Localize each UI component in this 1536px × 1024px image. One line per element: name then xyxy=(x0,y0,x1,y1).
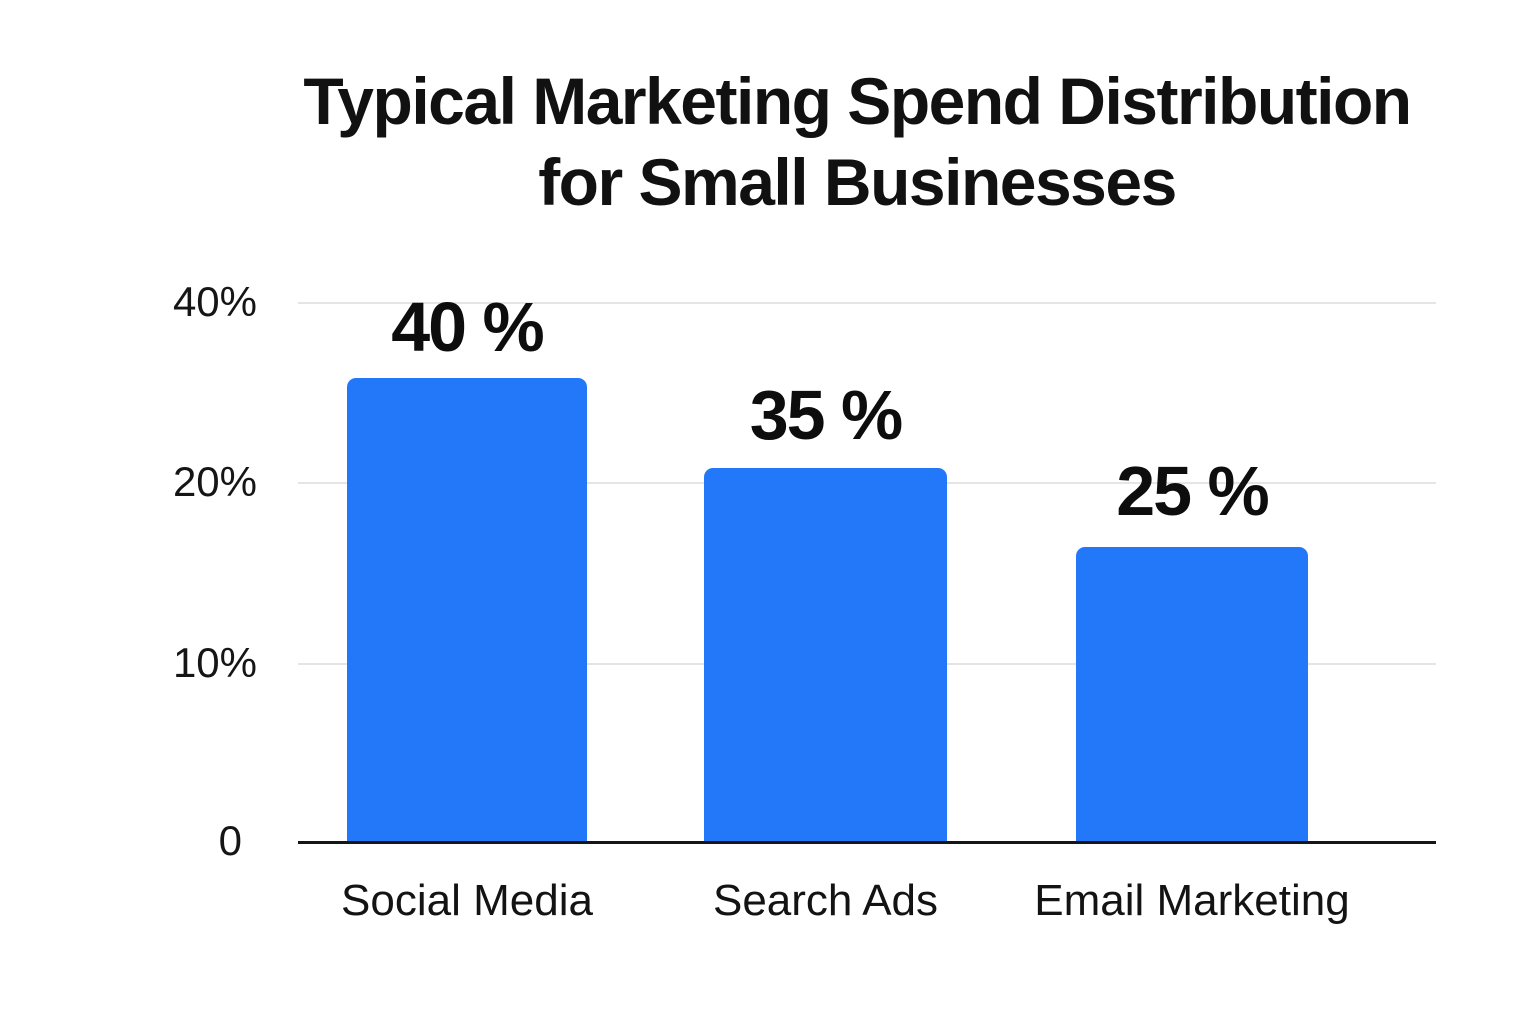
y-axis-tick-label-10pct: 10% xyxy=(172,639,257,687)
gridline-40pct xyxy=(298,302,1436,304)
x-axis-line xyxy=(298,841,1436,844)
bar-value-label-search-ads: 35 % xyxy=(749,376,904,454)
bar-value-label-social-media: 40 % xyxy=(391,288,545,366)
x-axis-label-email-marketing: Email Marketing xyxy=(1034,876,1350,925)
y-axis-tick-label-0: 0 xyxy=(218,817,242,865)
x-axis-label-social-media: Social Media xyxy=(341,876,593,925)
bar-social-media xyxy=(347,378,587,843)
y-axis-tick-label-40pct: 40% xyxy=(172,278,257,326)
chart-title-line-2: for Small Businesses xyxy=(538,145,1177,219)
bar-search-ads xyxy=(704,468,947,843)
chart-title-line-1: Typical Marketing Spend Distribution xyxy=(303,64,1412,138)
y-axis-tick-label-20pct: 20% xyxy=(172,458,257,506)
chart-title: Typical Marketing Spend Distribution for… xyxy=(257,61,1457,223)
bar-email-marketing xyxy=(1076,547,1308,843)
x-axis-label-search-ads: Search Ads xyxy=(712,876,939,925)
bar-value-label-email-marketing: 25 % xyxy=(1116,452,1270,530)
